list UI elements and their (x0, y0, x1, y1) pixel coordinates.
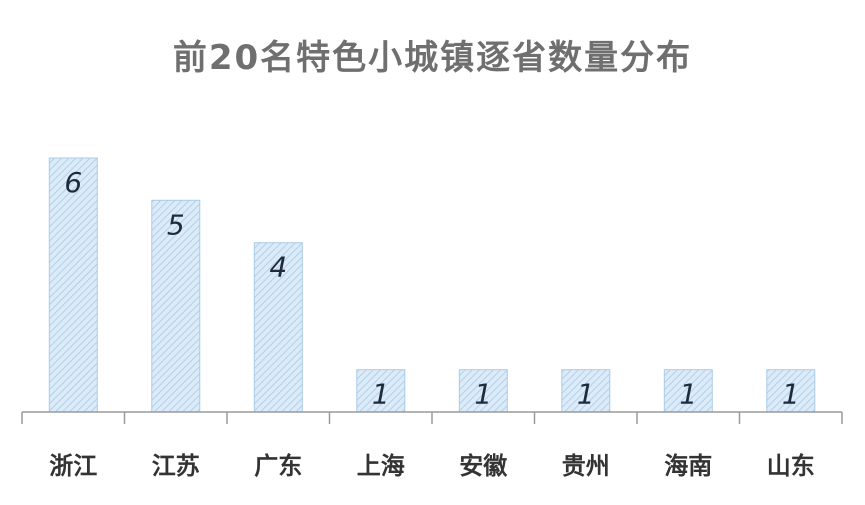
bar-value-label: 1 (372, 378, 390, 411)
category-labels: 浙江 江苏 广东 上海 安徽 贵州 海南 山东 (49, 452, 815, 480)
bar-7 (663, 369, 713, 413)
category-label: 江苏 (152, 452, 200, 480)
category-label: 贵州 (562, 452, 610, 480)
bar-value-label: 5 (167, 208, 185, 241)
bar-value-label: 1 (782, 378, 800, 411)
chart-title: 前20名特色小城镇逐省数量分布 (172, 38, 693, 78)
category-label: 广东 (254, 452, 302, 480)
bar-1 (48, 157, 98, 413)
category-label: 海南 (664, 452, 712, 480)
category-label: 浙江 (49, 452, 97, 480)
bar-value-label: 4 (269, 251, 287, 284)
bar-3 (253, 242, 303, 413)
bars-layer: 6 5 4 1 1 1 1 1 (48, 157, 816, 413)
x-axis (21, 411, 843, 424)
bar-2 (151, 199, 201, 413)
bar-value-label: 1 (577, 378, 595, 411)
bar-value-label: 6 (64, 166, 82, 199)
category-label: 上海 (357, 452, 405, 480)
category-label: 安徽 (459, 452, 508, 480)
bar-value-label: 1 (679, 378, 697, 411)
bar-value-label: 1 (474, 378, 492, 411)
category-label: 山东 (767, 452, 815, 480)
bar-8 (766, 369, 816, 413)
